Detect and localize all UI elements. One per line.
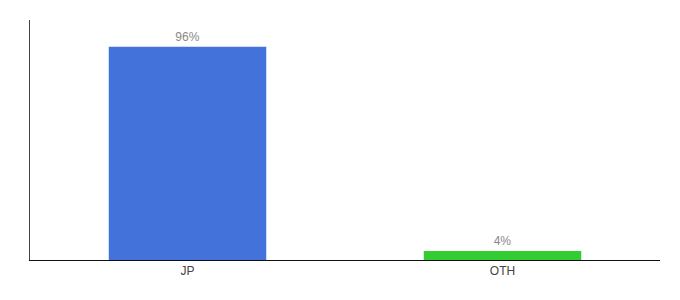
svg-text:OTH: OTH [490, 264, 515, 278]
svg-text:96%: 96% [175, 30, 199, 44]
svg-text:JP: JP [180, 264, 194, 278]
svg-text:4%: 4% [494, 234, 512, 248]
